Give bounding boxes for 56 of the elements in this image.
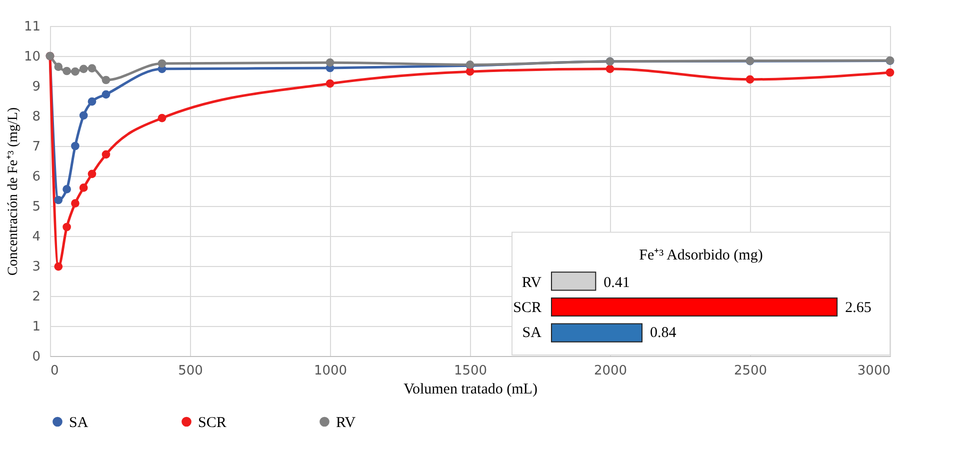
y-tick-label: 1: [32, 320, 40, 334]
data-label: 0.41: [604, 275, 630, 292]
x-tick-label: 0: [50, 364, 59, 378]
legend-label: RV: [336, 414, 356, 431]
y-tick-label: 4: [32, 230, 40, 244]
point: [88, 64, 96, 72]
y-tick-label: 5: [32, 200, 40, 214]
point: [746, 75, 754, 84]
y-tick-label: 7: [32, 140, 40, 154]
point: [88, 170, 96, 178]
point: [62, 185, 71, 194]
data-label: 2.65: [845, 300, 872, 316]
point: [54, 196, 63, 204]
y-tick-label: 9: [32, 80, 40, 94]
point: [88, 97, 96, 106]
y-tick-label: 11: [24, 20, 40, 34]
y-tick-label: 2: [32, 290, 40, 304]
x-tick-label: 3000: [857, 364, 890, 378]
point: [158, 114, 166, 122]
point: [71, 67, 80, 76]
point: [102, 76, 110, 84]
point: [326, 79, 334, 88]
point: [62, 222, 71, 232]
x-tick-label: 500: [178, 364, 203, 378]
point: [71, 142, 80, 150]
x-tick-label: 2000: [594, 364, 628, 378]
y-tick-label: 0: [32, 350, 40, 364]
x-tick-label: 1000: [314, 364, 348, 378]
point: [71, 199, 80, 208]
legend-label: SA: [69, 414, 88, 431]
y-axis-title: Concentración de Fe⁺³ (mg/L): [6, 107, 21, 276]
point: [102, 150, 110, 159]
x-tick-label: 1500: [454, 364, 488, 378]
y-tick-label: 3: [32, 260, 40, 274]
point: [79, 184, 88, 192]
point: [326, 58, 334, 67]
chart-title: Fe⁺³ Adsorbido (mg): [639, 247, 763, 264]
point: [606, 64, 614, 74]
point: [62, 66, 71, 76]
y-tick-label: 6: [32, 170, 40, 184]
legend-label: SCR: [198, 414, 226, 431]
y-tick-label: 10: [24, 50, 40, 64]
point: [54, 62, 63, 71]
y-tick-label: SCR: [513, 300, 542, 316]
point: [79, 111, 88, 120]
x-tick-label: 2500: [734, 364, 768, 378]
point: [886, 68, 894, 77]
y-tick-label: SA: [522, 324, 542, 341]
data-label: 0.84: [650, 324, 677, 341]
point: [158, 59, 166, 68]
point: [79, 64, 88, 74]
y-tick-label: 8: [32, 110, 40, 124]
point: [102, 90, 110, 99]
point: [54, 262, 63, 271]
x-axis-title: Volumen tratado (mL): [404, 382, 538, 398]
y-tick-label: RV: [522, 275, 542, 292]
